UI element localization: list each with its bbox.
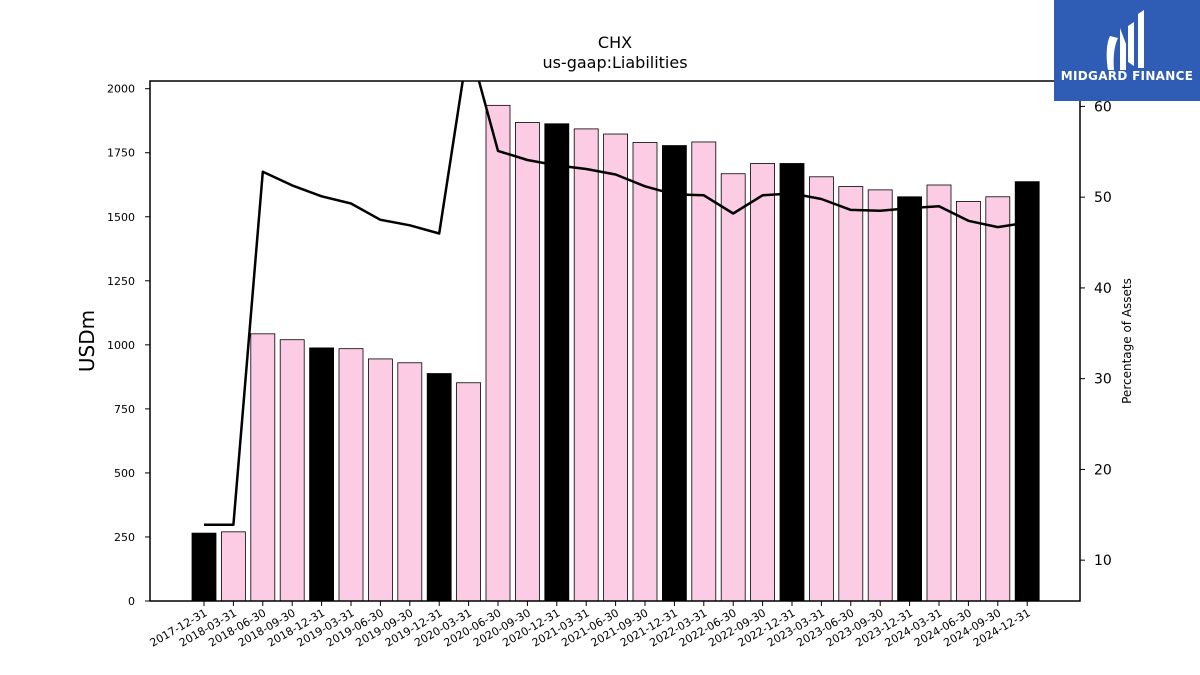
bar: [750, 163, 775, 602]
bar: [779, 163, 805, 602]
bar: [603, 133, 628, 602]
y2-tick-label: 30: [1094, 372, 1112, 388]
bar: [573, 128, 599, 602]
y-tick-label: 1250: [107, 275, 135, 288]
bar: [485, 104, 511, 602]
bar: [1014, 181, 1040, 602]
y-tick-label: 500: [114, 467, 135, 480]
bar: [897, 196, 922, 602]
bar: [632, 142, 658, 602]
bar: [867, 189, 893, 602]
bar: [250, 333, 276, 602]
y-tick-label: 2000: [107, 83, 135, 96]
plot-frame: [149, 80, 1081, 602]
midgard-finance-logo: MIDGARD FINANCE: [1054, 0, 1200, 101]
y2-axis-label: Percentage of Assets: [1120, 278, 1134, 404]
bar-series: [191, 104, 1040, 602]
bar: [426, 373, 452, 602]
y2-tick-label: 10: [1094, 553, 1112, 569]
percentage-line: [204, 81, 1028, 527]
bar: [338, 348, 364, 602]
bar: [456, 382, 482, 602]
right-axis: 10 20 30 40 50 60: [1080, 99, 1112, 569]
bar: [956, 200, 981, 602]
y2-tick-label: 20: [1094, 462, 1112, 478]
line-series: [204, 81, 1028, 527]
logo-mark-icon: [1106, 10, 1144, 70]
chart-subtitle: us-gaap:Liabilities: [542, 53, 687, 72]
bar: [720, 173, 746, 602]
y-tick-label: 1500: [107, 211, 135, 224]
bar: [191, 532, 217, 602]
bar: [515, 122, 540, 602]
y-tick-label: 1750: [107, 147, 135, 160]
left-axis: 0 250 500 750 1000 1250 1500 1750 2000: [107, 83, 150, 608]
y2-tick-label: 60: [1094, 99, 1112, 115]
chart-title: CHX: [598, 33, 632, 52]
bar: [279, 339, 305, 602]
bar: [838, 186, 864, 602]
y-axis-label: USDm: [75, 310, 99, 372]
bar: [544, 123, 570, 602]
y-tick-label: 750: [114, 403, 135, 416]
bar: [985, 196, 1011, 602]
bar: [220, 531, 246, 602]
logo-text: MIDGARD FINANCE: [1060, 69, 1194, 83]
y2-tick-label: 50: [1094, 190, 1112, 206]
bar: [691, 141, 717, 602]
bar: [809, 176, 834, 602]
bar: [367, 358, 393, 602]
y2-tick-label: 40: [1094, 281, 1112, 297]
bar: [662, 145, 687, 602]
x-axis: 2017-12-312018-03-312018-06-302018-09-30…: [148, 601, 1033, 650]
y-tick-label: 1000: [107, 339, 135, 352]
bar: [309, 347, 335, 602]
bar: [397, 362, 423, 602]
y-tick-label: 0: [128, 595, 135, 608]
y-tick-label: 250: [114, 531, 135, 544]
bar: [926, 184, 952, 602]
